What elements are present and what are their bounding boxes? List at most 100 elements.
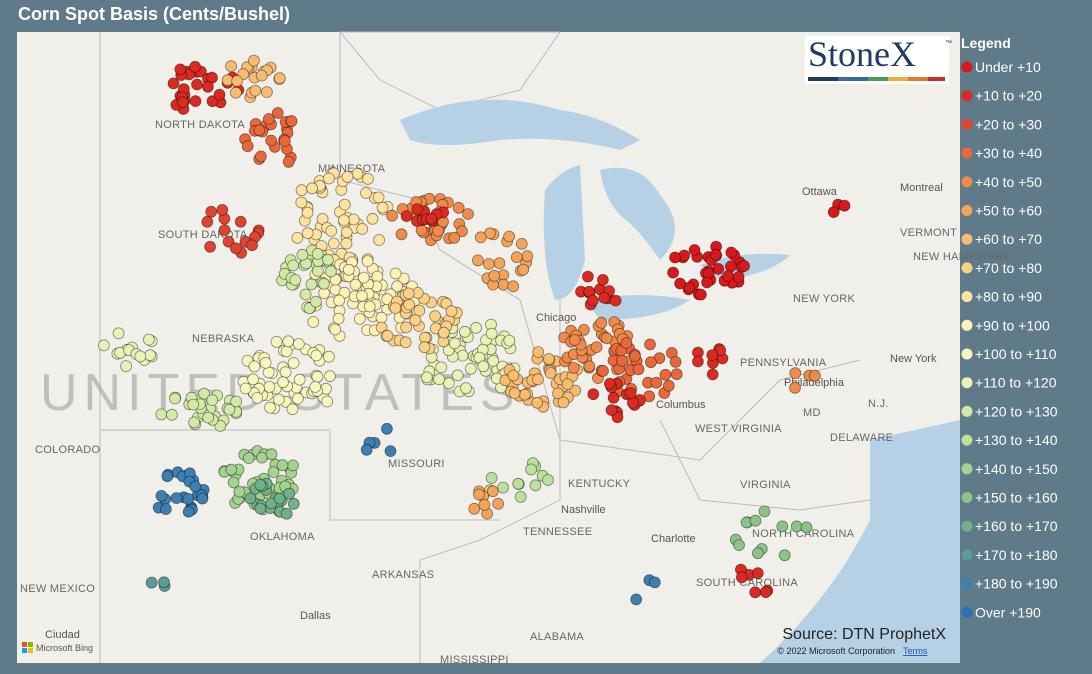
point <box>384 445 397 458</box>
point <box>306 182 319 195</box>
point <box>517 263 530 276</box>
terms-link[interactable]: Terms <box>903 646 928 656</box>
point <box>263 380 276 393</box>
point <box>372 191 385 204</box>
point <box>525 463 537 476</box>
point <box>451 369 464 382</box>
legend-swatch <box>961 176 973 188</box>
point <box>485 471 498 484</box>
point <box>725 246 738 259</box>
legend-swatch <box>961 578 973 590</box>
point <box>391 280 404 293</box>
point <box>735 571 748 584</box>
point <box>827 206 840 219</box>
point <box>648 576 661 589</box>
point <box>400 210 413 223</box>
point <box>299 288 312 301</box>
legend-swatch <box>961 61 973 73</box>
legend-label: +100 to +110 <box>975 346 1057 362</box>
point <box>254 478 267 491</box>
point <box>375 321 388 334</box>
point <box>272 393 285 406</box>
point <box>626 396 639 409</box>
point <box>155 489 168 502</box>
point <box>437 326 450 339</box>
point <box>292 338 305 350</box>
logo-bg <box>805 36 949 84</box>
point <box>435 361 448 374</box>
points <box>97 54 851 606</box>
point <box>448 231 461 244</box>
point <box>305 278 318 291</box>
point <box>270 335 283 348</box>
point <box>271 107 284 119</box>
point <box>503 334 516 347</box>
legend-label: +50 to +60 <box>975 203 1042 219</box>
point <box>191 78 203 91</box>
point <box>322 350 335 363</box>
legend-label: +130 to +140 <box>975 432 1058 448</box>
point <box>706 368 719 381</box>
point <box>97 339 110 352</box>
point <box>751 567 764 579</box>
point <box>695 288 707 301</box>
point <box>247 373 260 386</box>
point <box>340 226 353 239</box>
point <box>471 254 484 267</box>
point <box>254 150 267 163</box>
point <box>709 248 722 261</box>
point <box>425 212 438 225</box>
point <box>722 270 734 282</box>
point <box>605 404 618 417</box>
legend-label: +10 to +20 <box>975 88 1042 104</box>
point <box>362 172 374 185</box>
point <box>333 294 346 307</box>
legend-swatch <box>961 549 973 561</box>
map-label: SOUTH CAROLINA <box>696 577 798 589</box>
legend-title: Legend <box>961 35 1011 51</box>
legend-swatch <box>961 205 973 216</box>
point <box>310 349 323 362</box>
map-label: TENNESSEE <box>523 526 592 538</box>
point <box>758 505 771 518</box>
map-label: Chicago <box>536 312 576 324</box>
point <box>264 401 277 414</box>
point <box>486 485 499 498</box>
point <box>231 75 244 87</box>
point <box>176 96 189 109</box>
point <box>169 392 181 405</box>
point <box>488 269 501 282</box>
point <box>567 361 580 374</box>
title: Corn Spot Basis (Cents/Bushel) <box>18 4 290 24</box>
map-label: PENNSYLVANIA <box>740 357 827 369</box>
map-label: NEBRASKA <box>192 333 255 345</box>
point <box>287 259 300 272</box>
legend-label: +60 to +70 <box>975 231 1042 247</box>
point <box>267 466 280 479</box>
point <box>158 576 170 589</box>
point <box>213 88 226 101</box>
legend-label: +150 to +160 <box>975 490 1058 506</box>
legend: Under +10 +10 to +20 +20 to +30 +30 to +40 +… <box>961 59 1058 620</box>
point <box>182 492 195 505</box>
point <box>508 387 521 400</box>
point <box>706 349 719 362</box>
point <box>225 60 238 73</box>
point <box>531 396 544 409</box>
point <box>296 248 309 261</box>
point <box>307 316 320 328</box>
point <box>583 360 596 373</box>
point <box>337 214 350 227</box>
point <box>809 369 821 382</box>
map-label: Ottawa <box>802 186 838 198</box>
point <box>273 492 286 505</box>
point <box>386 209 399 222</box>
point <box>255 69 268 82</box>
map-label: ALABAMA <box>530 631 584 643</box>
point <box>286 403 299 416</box>
point <box>189 95 202 107</box>
legend-swatch <box>961 434 973 446</box>
legend-swatch <box>961 348 973 360</box>
point <box>582 270 594 283</box>
point <box>144 349 157 362</box>
